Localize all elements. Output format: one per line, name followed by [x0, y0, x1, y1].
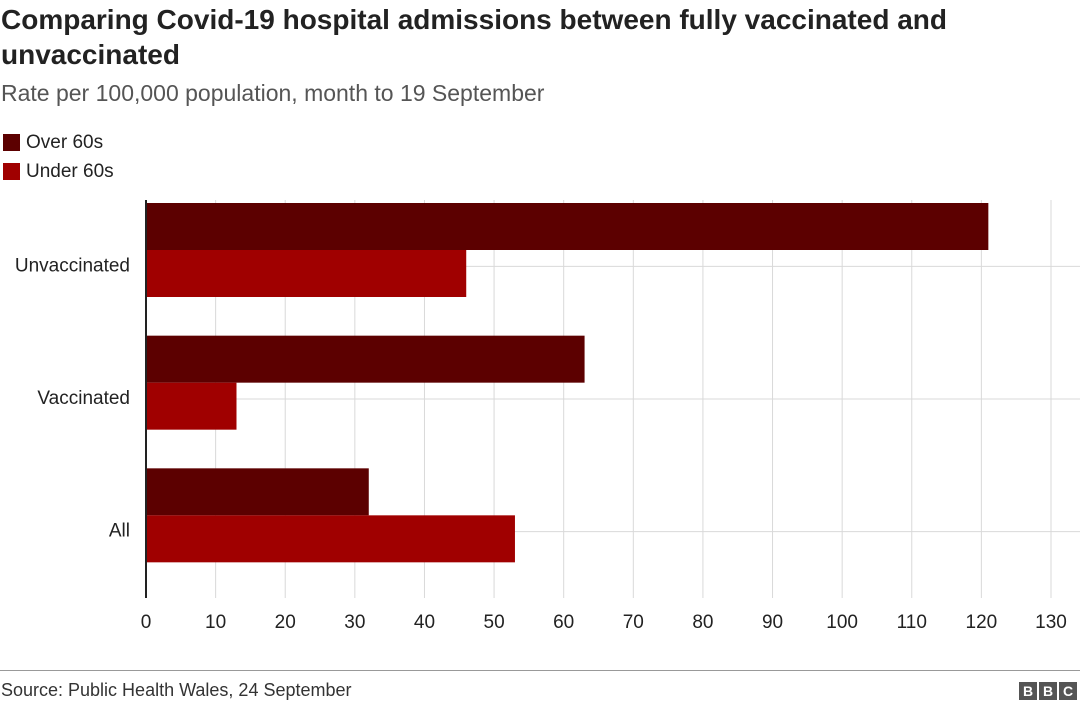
bar-all-over-60s: [146, 468, 369, 516]
bbc-logo: B B C: [1019, 682, 1077, 700]
x-tick-label: 130: [1035, 612, 1067, 633]
category-label: Unvaccinated: [15, 255, 130, 276]
source-note: Source: Public Health Wales, 24 Septembe…: [1, 680, 352, 700]
bbc-logo-letter: B: [1019, 682, 1037, 700]
x-tick-label: 40: [414, 612, 435, 633]
category-label: Vaccinated: [37, 388, 130, 409]
legend-swatch-over-60s: [3, 134, 20, 151]
x-tick-label: 90: [762, 612, 783, 633]
x-tick-label: 20: [275, 612, 296, 633]
x-tick-label: 0: [141, 612, 152, 633]
bar-all-under-60s: [146, 515, 515, 563]
bbc-logo-letter: B: [1039, 682, 1057, 700]
legend-label-over-60s: Over 60s: [26, 131, 104, 153]
x-tick-label: 60: [553, 612, 574, 633]
bar-vaccinated-over-60s: [146, 335, 585, 383]
x-tick-label: 100: [826, 612, 858, 633]
x-tick-label: 50: [484, 612, 505, 633]
bar-vaccinated-under-60s: [146, 382, 237, 430]
bar-unvaccinated-under-60s: [146, 250, 467, 297]
legend-item-over-60s: Over 60s: [3, 128, 114, 157]
bbc-logo-letter: C: [1059, 682, 1077, 700]
x-tick-label: 10: [205, 612, 226, 633]
x-tick-label: 30: [344, 612, 365, 633]
chart-subtitle: Rate per 100,000 population, month to 19…: [1, 80, 545, 106]
legend-item-under-60s: Under 60s: [3, 157, 114, 186]
x-tick-label: 80: [692, 612, 713, 633]
x-tick-label: 120: [966, 612, 998, 633]
legend-label-under-60s: Under 60s: [26, 160, 114, 182]
x-tick-label: 110: [897, 612, 927, 633]
x-tick-label: 70: [623, 612, 644, 633]
category-label: All: [109, 521, 130, 542]
bar-unvaccinated-over-60s: [146, 203, 989, 250]
chart-title: Comparing Covid-19 hospital admissions b…: [1, 4, 947, 70]
footer-divider: [0, 670, 1080, 671]
legend: Over 60s Under 60s: [3, 128, 114, 186]
bar-chart: Unvaccinated Vaccinated All 0 10 20 30 40 50 60 70…: [15, 200, 1080, 633]
legend-swatch-under-60s: [3, 163, 20, 180]
